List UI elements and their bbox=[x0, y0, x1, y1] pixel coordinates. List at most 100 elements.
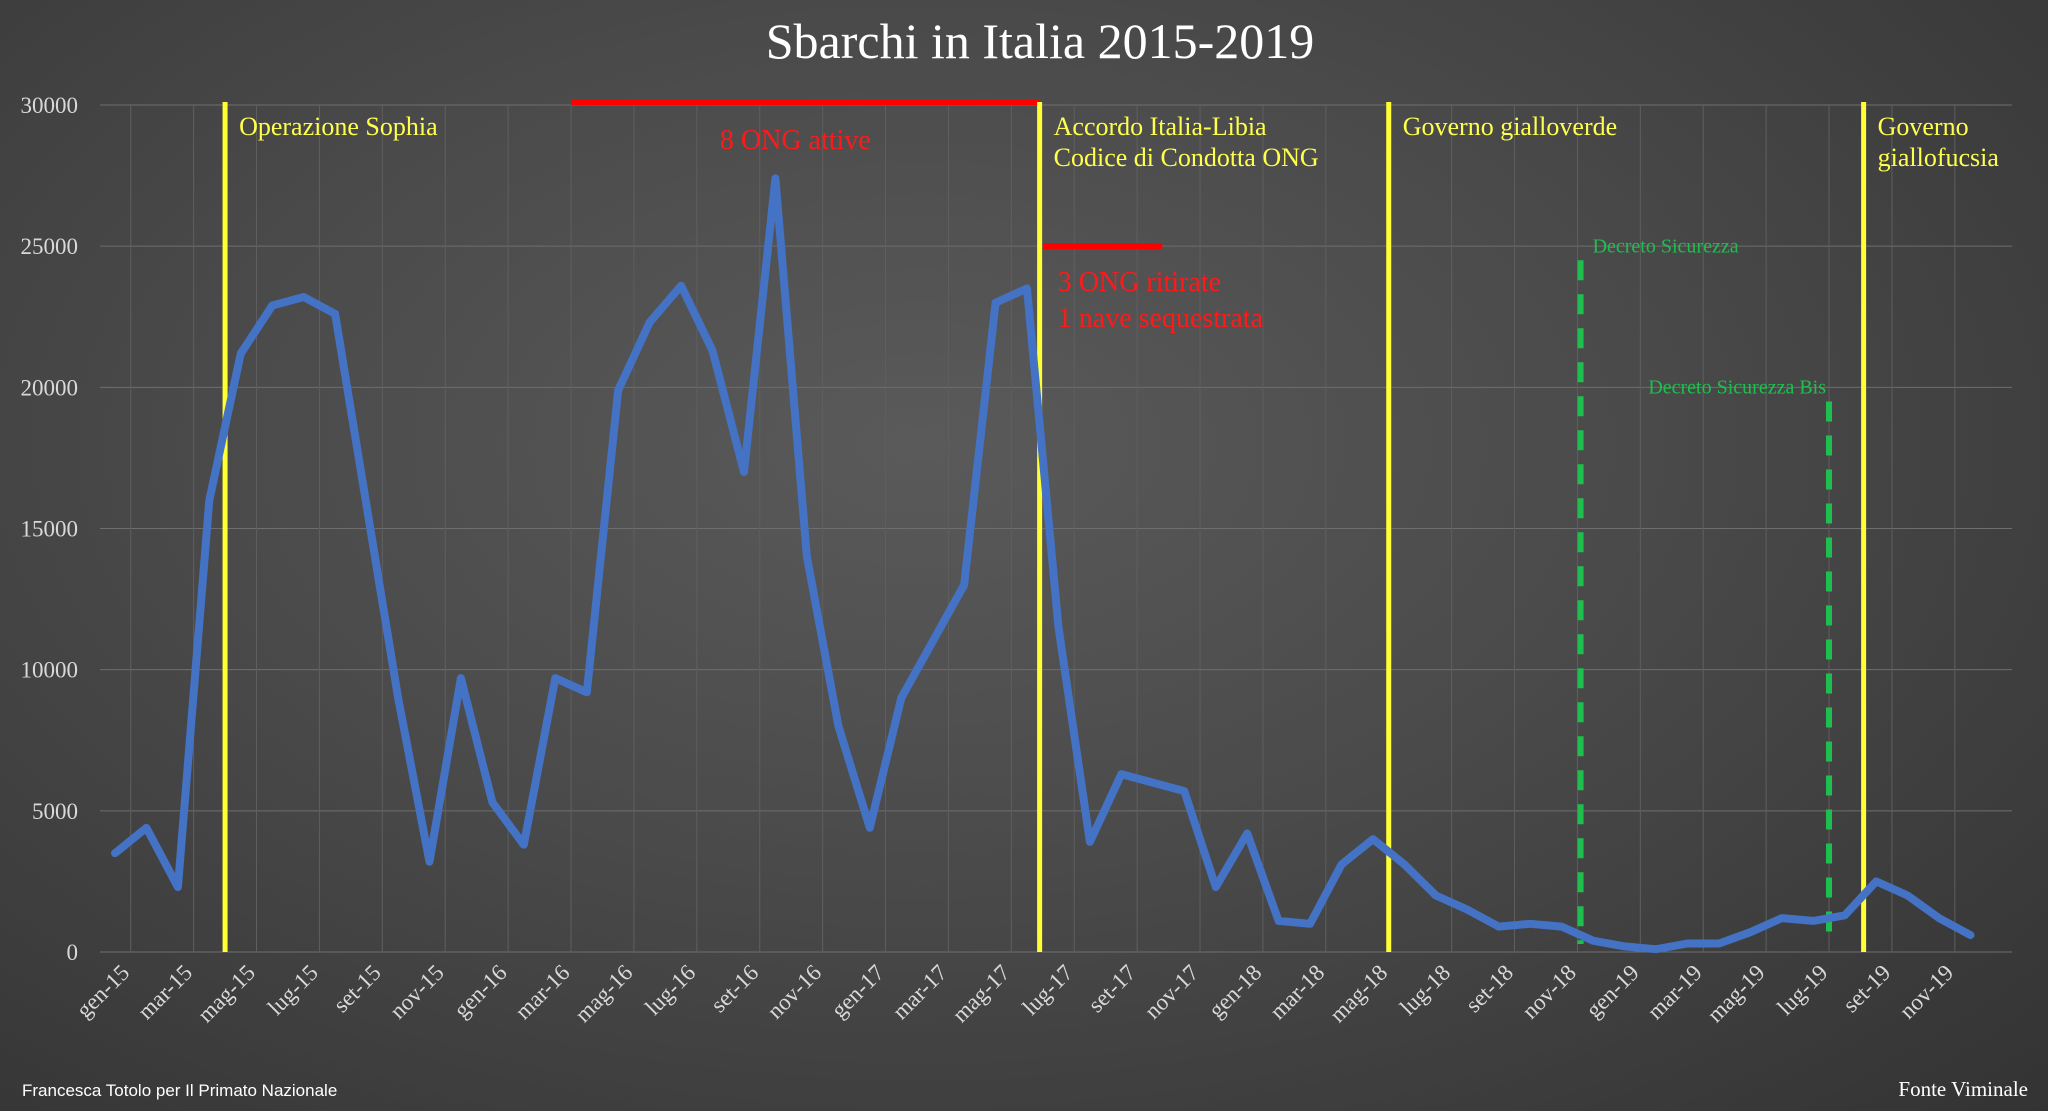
chart-title: Sbarchi in Italia 2015-2019 bbox=[766, 13, 1315, 69]
ong-label: 3 ONG ritirate bbox=[1058, 267, 1221, 298]
data-point bbox=[1715, 940, 1722, 947]
x-tick-label: gen-16 bbox=[449, 960, 512, 1023]
data-point bbox=[1118, 771, 1125, 778]
data-point bbox=[300, 293, 307, 300]
ong-label: 8 ONG attive bbox=[720, 125, 871, 156]
x-tick-label: mar-15 bbox=[133, 960, 197, 1024]
data-point bbox=[1621, 943, 1628, 950]
x-tick-label: set-17 bbox=[1083, 960, 1140, 1017]
data-point bbox=[1307, 920, 1314, 927]
x-tick-label: mar-18 bbox=[1265, 960, 1329, 1024]
data-point bbox=[1086, 838, 1093, 845]
data-point bbox=[426, 858, 433, 865]
x-tick-label: nov-19 bbox=[1895, 960, 1959, 1024]
data-point bbox=[866, 824, 873, 831]
data-point bbox=[1967, 932, 1974, 939]
x-tick-label: mag-17 bbox=[947, 960, 1014, 1027]
data-point bbox=[1778, 915, 1785, 922]
decree-label: Decreto Sicurezza bbox=[1593, 235, 1739, 257]
data-point bbox=[457, 675, 464, 682]
x-tick-label: nov-16 bbox=[762, 960, 826, 1024]
data-point bbox=[1212, 884, 1219, 891]
x-tick-label: lug-18 bbox=[1395, 960, 1455, 1020]
data-point bbox=[1590, 937, 1597, 944]
data-point bbox=[898, 694, 905, 701]
x-tick-label: lug-19 bbox=[1772, 960, 1832, 1020]
x-tick-label: lug-17 bbox=[1018, 960, 1078, 1020]
data-point bbox=[1873, 878, 1880, 885]
ong-label: 1 nave sequestrata bbox=[1058, 303, 1264, 334]
data-point bbox=[1181, 788, 1188, 795]
x-tick-label: gen-19 bbox=[1581, 960, 1644, 1023]
data-point bbox=[1401, 861, 1408, 868]
x-tick-label: set-15 bbox=[328, 960, 385, 1017]
y-tick-label: 10000 bbox=[21, 658, 79, 683]
grid bbox=[100, 104, 2012, 953]
data-point bbox=[741, 469, 747, 476]
data-point bbox=[1558, 923, 1565, 930]
decree-label: Decreto Sicurezza Bis bbox=[1648, 376, 1826, 398]
y-tick-label: 15000 bbox=[21, 517, 79, 542]
y-tick-label: 30000 bbox=[21, 93, 79, 118]
data-point bbox=[772, 175, 779, 182]
x-tick-label: lug-15 bbox=[263, 960, 323, 1020]
source-text: Fonte Viminale bbox=[1898, 1077, 2028, 1101]
x-tick-label: mag-18 bbox=[1325, 960, 1392, 1027]
data-point bbox=[1810, 917, 1817, 924]
data-point bbox=[1464, 906, 1471, 913]
data-point bbox=[269, 302, 276, 309]
data-point bbox=[332, 310, 339, 317]
data-point bbox=[803, 553, 810, 560]
x-tick-label: set-16 bbox=[706, 960, 763, 1017]
data-point bbox=[1904, 892, 1911, 899]
event-label: Operazione Sophia bbox=[239, 112, 438, 141]
y-tick-label: 5000 bbox=[32, 799, 78, 824]
y-tick-label: 25000 bbox=[21, 234, 79, 259]
data-point bbox=[363, 502, 370, 509]
x-tick-label: mag-16 bbox=[570, 960, 637, 1027]
event-label: Codice di Condotta ONG bbox=[1054, 143, 1319, 172]
data-point bbox=[143, 824, 150, 831]
x-tick-label: mag-19 bbox=[1702, 960, 1769, 1027]
x-tick-label: mar-19 bbox=[1642, 960, 1706, 1024]
event-label: Accordo Italia-Libia bbox=[1054, 112, 1267, 141]
data-point bbox=[1495, 923, 1502, 930]
data-point bbox=[489, 799, 496, 806]
y-tick-label: 0 bbox=[67, 940, 79, 965]
data-point bbox=[1684, 940, 1691, 947]
data-point bbox=[1653, 946, 1660, 953]
data-point bbox=[552, 675, 559, 682]
x-tick-label: nov-18 bbox=[1517, 960, 1581, 1024]
y-tick-label: 20000 bbox=[21, 375, 79, 400]
series-line bbox=[111, 174, 1975, 954]
data-point bbox=[992, 299, 999, 306]
data-point bbox=[1432, 892, 1439, 899]
x-tick-label: mag-15 bbox=[193, 960, 260, 1027]
data-point bbox=[1527, 920, 1534, 927]
data-point bbox=[1338, 861, 1345, 868]
event-label: Governo gialloverde bbox=[1403, 112, 1617, 141]
data-point bbox=[929, 638, 936, 645]
x-tick-label: nov-17 bbox=[1140, 960, 1204, 1024]
data-point bbox=[709, 347, 716, 354]
x-tick-label: gen-18 bbox=[1204, 960, 1267, 1023]
x-tick-label: gen-15 bbox=[71, 960, 134, 1023]
data-point bbox=[1244, 830, 1251, 837]
data-point bbox=[1841, 912, 1848, 919]
data-point bbox=[1370, 836, 1376, 843]
credit-text: Francesca Totolo per Il Primato Nazional… bbox=[22, 1081, 337, 1100]
x-tick-label: set-18 bbox=[1461, 960, 1518, 1017]
event-label: giallofucsia bbox=[1878, 143, 2000, 172]
data-point bbox=[520, 841, 527, 848]
data-point bbox=[678, 282, 685, 289]
x-tick-label: nov-15 bbox=[385, 960, 449, 1024]
data-point bbox=[1055, 624, 1062, 631]
data-point bbox=[583, 689, 590, 696]
x-tick-label: mar-17 bbox=[888, 960, 952, 1024]
data-point bbox=[646, 319, 653, 326]
data-point bbox=[237, 350, 244, 357]
x-tick-label: lug-16 bbox=[640, 960, 700, 1020]
data-point bbox=[1275, 917, 1282, 924]
